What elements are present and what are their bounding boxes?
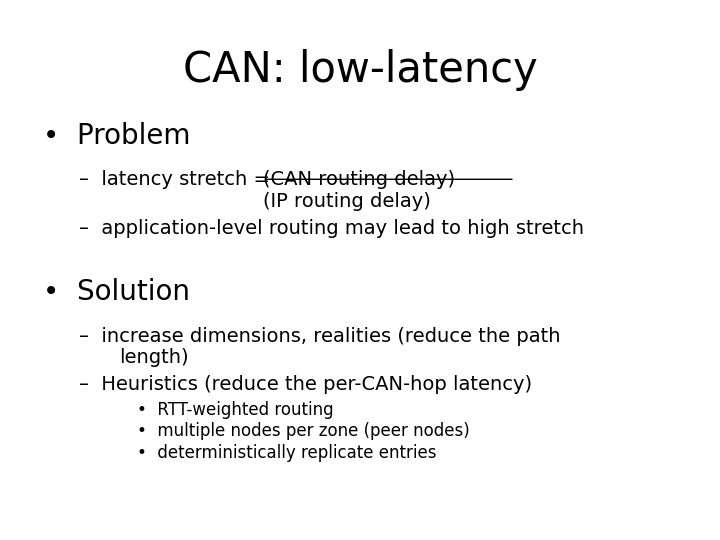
Text: •  RTT-weighted routing: • RTT-weighted routing [137, 401, 333, 418]
Text: •  multiple nodes per zone (peer nodes): • multiple nodes per zone (peer nodes) [137, 422, 469, 440]
Text: (CAN routing delay): (CAN routing delay) [263, 170, 455, 189]
Text: –  latency stretch =: – latency stretch = [79, 170, 276, 189]
Text: •  deterministically replicate entries: • deterministically replicate entries [137, 444, 436, 462]
Text: –  application-level routing may lead to high stretch: – application-level routing may lead to … [79, 219, 584, 238]
Text: (IP routing delay): (IP routing delay) [263, 192, 431, 211]
Text: –  increase dimensions, realities (reduce the path: – increase dimensions, realities (reduce… [79, 327, 561, 346]
Text: CAN: low-latency: CAN: low-latency [183, 49, 537, 91]
Text: length): length) [119, 348, 189, 367]
Text: •  Solution: • Solution [43, 278, 190, 306]
Text: •  Problem: • Problem [43, 122, 191, 150]
Text: –  Heuristics (reduce the per-CAN-hop latency): – Heuristics (reduce the per-CAN-hop lat… [79, 375, 532, 394]
